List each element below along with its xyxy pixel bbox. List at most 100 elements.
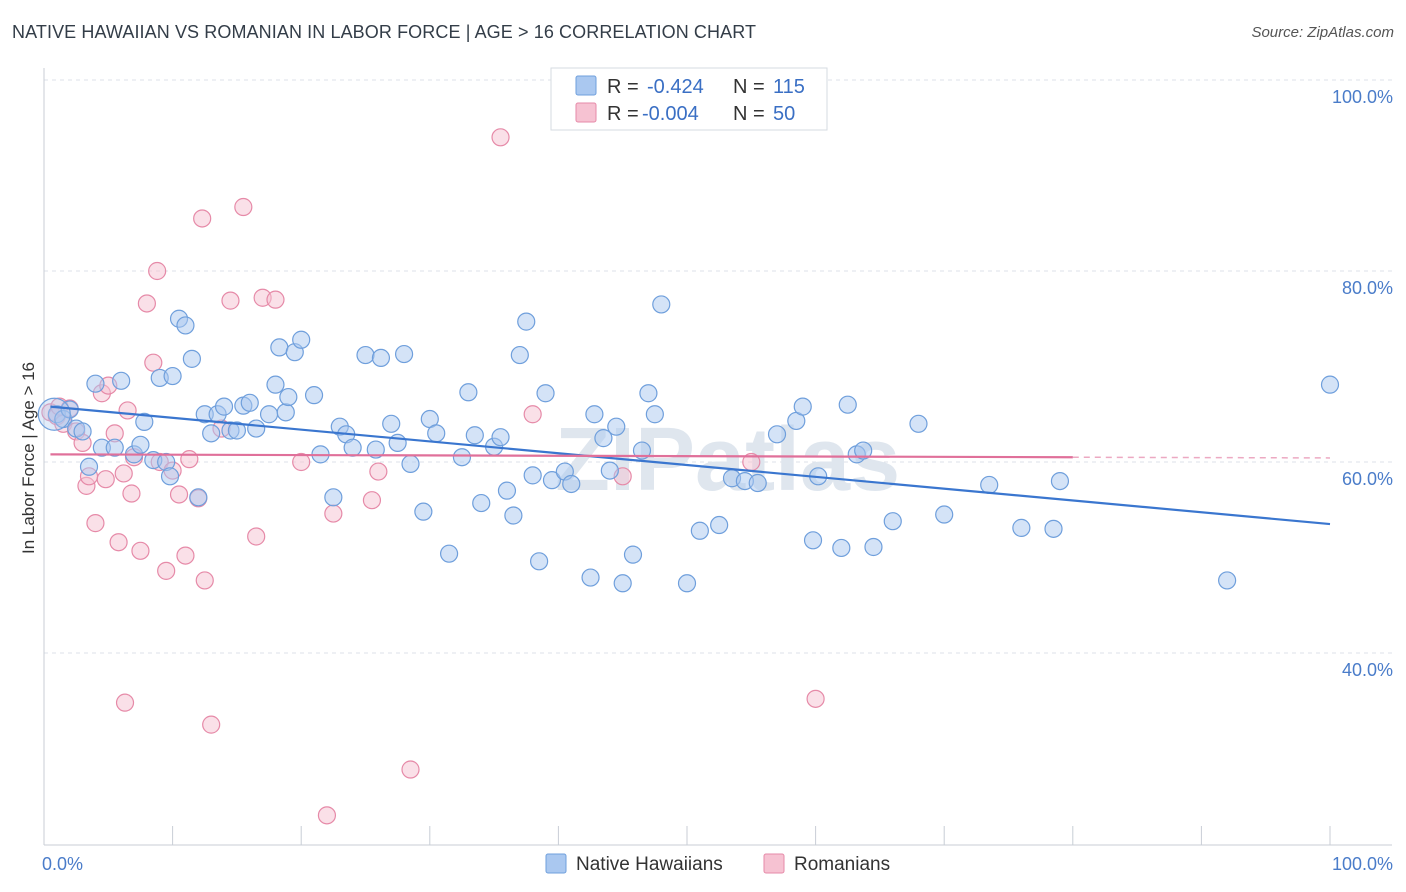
romanian-point bbox=[234, 197, 253, 217]
native-hawaiian-point bbox=[189, 488, 208, 507]
romanian-point bbox=[491, 128, 510, 147]
legend-r-label: R = bbox=[607, 76, 639, 98]
x-tick-label: 100.0% bbox=[1332, 854, 1393, 874]
native-hawaiian-point bbox=[504, 506, 523, 525]
romanian-point bbox=[144, 353, 163, 372]
native-hawaiian-point bbox=[613, 574, 632, 593]
native-hawaiian-point bbox=[530, 552, 549, 571]
romanian-point bbox=[221, 291, 240, 310]
bottom-legend: Native Hawaiians Romanians bbox=[545, 853, 890, 875]
native-hawaiian-point bbox=[491, 428, 510, 447]
bottom-legend-label: Native Hawaiians bbox=[576, 854, 723, 875]
legend-r-label: R = bbox=[607, 103, 639, 125]
native-hawaiian-point bbox=[767, 425, 787, 444]
native-hawaiian-point bbox=[439, 544, 459, 563]
native-hawaiian-point bbox=[581, 568, 600, 587]
y-tick-label: 60.0% bbox=[1342, 469, 1393, 489]
legend-r-value: -0.424 bbox=[647, 76, 704, 98]
native-hawaiian-point bbox=[279, 387, 298, 407]
native-hawaiian-point bbox=[214, 397, 234, 416]
axes bbox=[43, 68, 1392, 846]
romanian-point bbox=[137, 294, 156, 313]
native-hawaiian-point bbox=[645, 405, 664, 424]
native-hawaiian-point bbox=[854, 441, 873, 460]
legend-n-label: N = bbox=[733, 103, 765, 125]
series-native-hawaiians-points bbox=[37, 295, 1340, 593]
romanian-point bbox=[176, 546, 195, 565]
native-hawaiian-point bbox=[1012, 518, 1031, 537]
romanian-point bbox=[324, 504, 343, 523]
native-hawaiian-point bbox=[266, 375, 285, 394]
legend: R = -0.424 N = 115 R = -0.004 N = 50 bbox=[550, 67, 828, 131]
native-hawaiian-point bbox=[401, 454, 420, 474]
bottom-legend-label: Romanians bbox=[794, 854, 890, 875]
native-hawaiian-point bbox=[131, 435, 150, 454]
native-hawaiian-point bbox=[600, 461, 619, 480]
native-hawaiian-point bbox=[793, 397, 812, 416]
romanian-point bbox=[202, 715, 221, 734]
native-hawaiian-point bbox=[1044, 519, 1063, 538]
native-hawaiian-point bbox=[371, 348, 391, 368]
romanian-point bbox=[96, 470, 115, 489]
x-tick-label: 0.0% bbox=[42, 854, 83, 874]
native-hawaiian-point bbox=[497, 481, 517, 500]
native-hawaiian-point bbox=[523, 466, 542, 485]
native-hawaiian-point bbox=[135, 412, 154, 431]
romanian-point bbox=[369, 462, 388, 481]
romanian-point bbox=[118, 401, 137, 420]
romanian-point bbox=[317, 806, 337, 825]
native-hawaiian-point bbox=[677, 574, 697, 593]
native-hawaiian-point bbox=[343, 438, 362, 457]
native-hawaiian-point bbox=[623, 545, 643, 564]
native-hawaiian-point bbox=[639, 384, 658, 403]
y-tick-label: 100.0% bbox=[1332, 87, 1393, 107]
native-hawaiian-point bbox=[510, 345, 529, 365]
romanian-point bbox=[115, 693, 135, 712]
native-hawaiian-point bbox=[292, 330, 311, 349]
legend-swatch-pink bbox=[575, 102, 597, 123]
native-hawaiian-point bbox=[909, 414, 928, 433]
native-hawaiian-point bbox=[394, 344, 414, 364]
legend-n-label: N = bbox=[733, 76, 765, 98]
y-axis-label: In Labor Force | Age > 16 bbox=[19, 362, 38, 554]
native-hawaiian-point bbox=[562, 474, 581, 494]
romanian-point bbox=[362, 491, 382, 510]
native-hawaiian-point bbox=[517, 312, 536, 331]
romanian-point bbox=[169, 485, 189, 504]
native-hawaiian-point bbox=[652, 295, 671, 314]
native-hawaiian-cluster-point bbox=[37, 397, 71, 431]
native-hawaiian-point bbox=[112, 371, 131, 390]
legend-r-value: -0.004 bbox=[642, 103, 699, 125]
native-hawaiian-point bbox=[414, 502, 433, 521]
native-hawaiian-point bbox=[452, 448, 472, 467]
native-hawaiian-point bbox=[276, 403, 295, 422]
bottom-legend-swatch-blue bbox=[545, 853, 567, 874]
native-hawaiian-point bbox=[304, 386, 324, 405]
romanian-point bbox=[148, 261, 167, 281]
native-hawaiian-point bbox=[427, 424, 446, 443]
romanian-point bbox=[180, 450, 199, 469]
native-hawaiian-point bbox=[324, 488, 343, 507]
native-hawaiian-point bbox=[710, 515, 729, 535]
native-hawaiian-point bbox=[632, 441, 652, 460]
legend-swatch-blue bbox=[575, 75, 597, 96]
native-hawaiian-point bbox=[79, 457, 99, 476]
native-hawaiian-point bbox=[202, 424, 221, 443]
native-hawaiian-point bbox=[366, 440, 385, 459]
native-hawaiian-point bbox=[838, 395, 857, 414]
native-hawaiian-point bbox=[270, 338, 289, 357]
native-hawaiian-point bbox=[182, 349, 201, 368]
legend-n-value: 50 bbox=[773, 103, 795, 125]
romanian-point bbox=[109, 533, 128, 552]
native-hawaiian-point bbox=[1320, 375, 1340, 394]
native-hawaiian-point bbox=[73, 422, 92, 441]
native-hawaiian-point bbox=[607, 417, 626, 436]
romanian-point bbox=[247, 527, 266, 546]
romanian-point bbox=[131, 541, 150, 560]
native-hawaiian-point bbox=[472, 493, 491, 513]
romanian-point bbox=[266, 290, 285, 309]
watermark: ZIPatlas bbox=[555, 410, 900, 510]
native-hawaiian-point bbox=[803, 531, 823, 550]
native-hawaiian-point bbox=[883, 512, 902, 531]
